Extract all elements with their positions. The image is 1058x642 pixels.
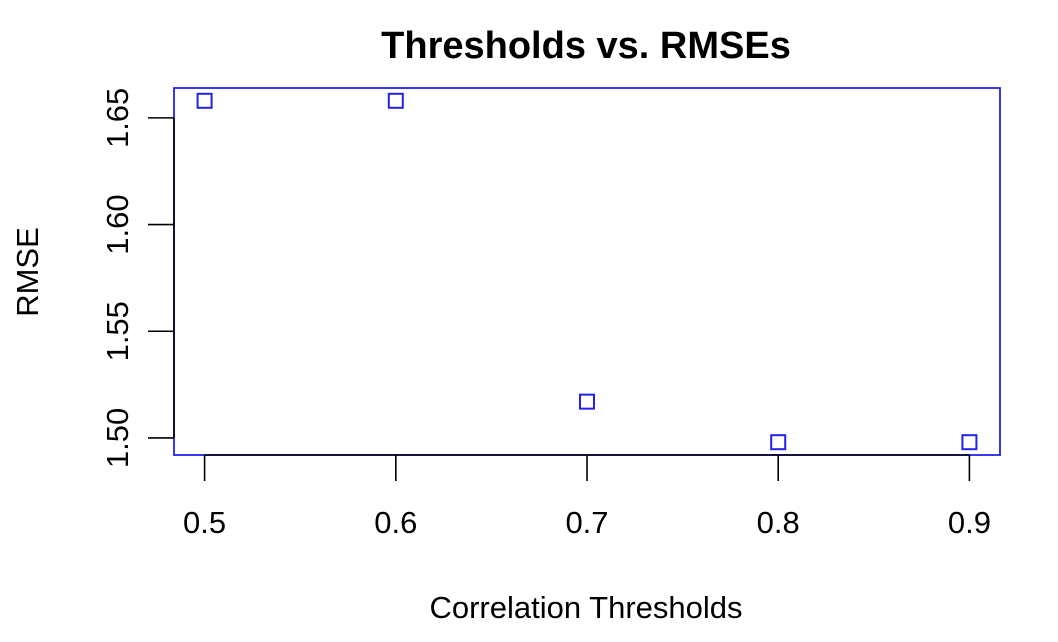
y-tick-label: 1.55: [100, 301, 135, 361]
data-point: [196, 92, 213, 109]
x-axis: 0.5 0.6 0.7 0.8 0.9: [183, 454, 991, 540]
x-tick-label: 0.9: [948, 505, 991, 540]
x-tick-label: 0.5: [183, 505, 226, 540]
x-tick-label: 0.8: [757, 505, 800, 540]
data-point: [387, 92, 404, 109]
y-tick-label: 1.60: [100, 194, 135, 254]
data-points: [196, 92, 978, 451]
x-axis-label: Correlation Thresholds: [429, 590, 742, 625]
plot-frame: [173, 87, 1001, 456]
data-point: [579, 393, 595, 410]
x-tick-label: 0.7: [565, 505, 608, 540]
y-tick-label: 1.65: [100, 88, 135, 148]
x-tick-label: 0.6: [374, 505, 417, 540]
data-point: [770, 434, 787, 451]
y-axis: 1.50 1.55 1.60 1.65: [100, 88, 175, 468]
data-point: [961, 434, 978, 451]
chart-title: Thresholds vs. RMSEs: [381, 25, 791, 67]
y-axis-label: RMSE: [10, 227, 45, 317]
y-tick-label: 1.50: [100, 408, 135, 468]
